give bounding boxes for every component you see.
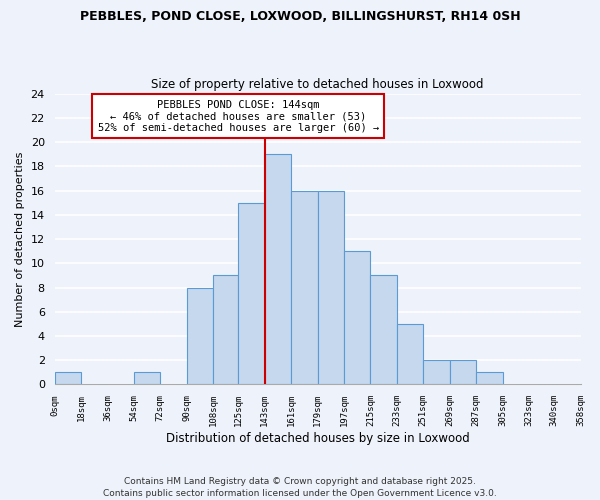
Bar (423, 360, 450, 384)
Bar (213, 276, 238, 384)
Bar (187, 288, 213, 384)
Bar (397, 324, 423, 384)
Bar (344, 251, 370, 384)
Bar (291, 190, 317, 384)
Bar (370, 276, 397, 384)
X-axis label: Distribution of detached houses by size in Loxwood: Distribution of detached houses by size … (166, 432, 469, 445)
Bar (317, 190, 344, 384)
Text: PEBBLES, POND CLOSE, LOXWOOD, BILLINGSHURST, RH14 0SH: PEBBLES, POND CLOSE, LOXWOOD, BILLINGSHU… (80, 10, 520, 23)
Bar (265, 154, 291, 384)
Y-axis label: Number of detached properties: Number of detached properties (15, 152, 25, 326)
Text: PEBBLES POND CLOSE: 144sqm
← 46% of detached houses are smaller (53)
52% of semi: PEBBLES POND CLOSE: 144sqm ← 46% of deta… (98, 100, 379, 133)
Text: Contains HM Land Registry data © Crown copyright and database right 2025.
Contai: Contains HM Land Registry data © Crown c… (103, 476, 497, 498)
Bar (134, 372, 160, 384)
Title: Size of property relative to detached houses in Loxwood: Size of property relative to detached ho… (151, 78, 484, 91)
Bar (450, 360, 476, 384)
Bar (55, 372, 81, 384)
Bar (476, 372, 503, 384)
Bar (238, 202, 265, 384)
